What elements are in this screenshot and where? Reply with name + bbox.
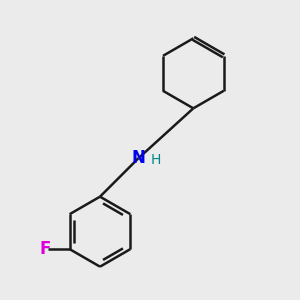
Text: H: H [151,153,161,167]
Text: F: F [40,240,51,258]
Text: N: N [131,149,145,167]
